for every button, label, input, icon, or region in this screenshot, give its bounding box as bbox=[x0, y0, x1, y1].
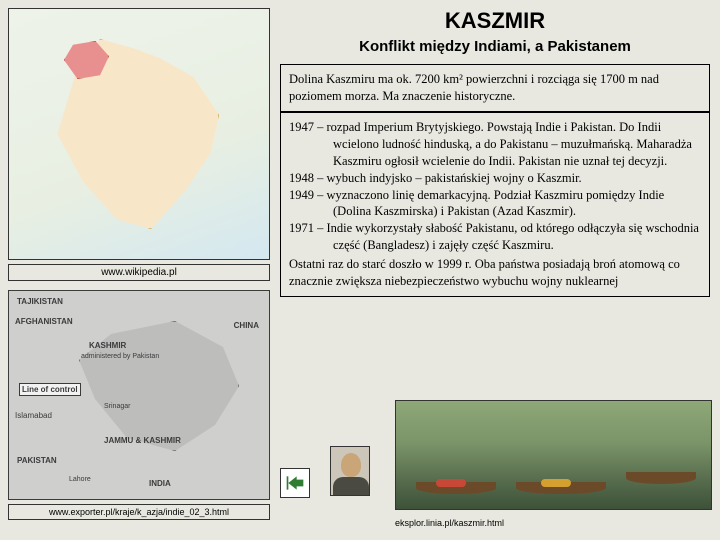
timeline-text: – wybuch indyjsko – pakistańskiej wojny … bbox=[317, 171, 582, 185]
timeline-text: – rozpad Imperium Brytyjskiego. Powstają… bbox=[317, 120, 692, 168]
map-label-tajikistan: TAJIKISTAN bbox=[17, 297, 63, 306]
timeline-text: – wyznaczono linię demarkacyjną. Podział… bbox=[317, 188, 664, 219]
map-label-pakistan: PAKISTAN bbox=[17, 456, 57, 465]
timeline-conclusion: Ostatni raz do starć doszło w 1999 r. Ob… bbox=[289, 256, 701, 290]
map-label-admin-pk: administered by Pakistan bbox=[81, 353, 159, 360]
map-label-jammu: JAMMU & KASHMIR bbox=[104, 436, 181, 445]
back-button[interactable] bbox=[280, 468, 310, 498]
timeline-text: – Indie wykorzystały słabość Pakistanu, … bbox=[317, 221, 699, 252]
map-label-srinagar: Srinagar bbox=[104, 403, 130, 410]
map-label-loc: Line of control bbox=[19, 383, 81, 396]
map-label-islamabad: Islamabad bbox=[15, 411, 52, 420]
map2-caption: www.exporter.pl/kraje/k_azja/indie_02_3.… bbox=[8, 504, 270, 520]
timeline-entry: 1949 – wyznaczono linię demarkacyjną. Po… bbox=[289, 187, 701, 221]
produce bbox=[541, 479, 571, 487]
map-label-afghanistan: AFGHANISTAN bbox=[15, 317, 73, 326]
timeline-entry: 1971 – Indie wykorzystały słabość Pakist… bbox=[289, 220, 701, 254]
intro-box: Dolina Kaszmiru ma ok. 7200 km² powierzc… bbox=[280, 64, 710, 112]
kashmir-detail-map: TAJIKISTAN AFGHANISTAN CHINA KASHMIR adm… bbox=[8, 290, 270, 500]
produce bbox=[436, 479, 466, 487]
map1-caption: www.wikipedia.pl bbox=[8, 264, 270, 281]
portrait-photo bbox=[330, 446, 370, 496]
timeline-year: 1947 bbox=[289, 120, 314, 134]
page-subtitle: Konflikt między Indiami, a Pakistanem bbox=[280, 38, 710, 55]
map-label-lahore: Lahore bbox=[69, 476, 91, 483]
map-label-china: CHINA bbox=[234, 321, 259, 330]
intro-text: Dolina Kaszmiru ma ok. 7200 km² powierzc… bbox=[289, 72, 659, 103]
map-label-india: INDIA bbox=[149, 479, 171, 488]
map-label-kashmir-pk: KASHMIR bbox=[89, 341, 126, 350]
back-arrow-icon bbox=[285, 473, 305, 493]
timeline-year: 1971 bbox=[289, 221, 314, 235]
portrait-body bbox=[333, 477, 369, 495]
page-title: KASZMIR bbox=[280, 8, 710, 34]
portrait-head bbox=[341, 453, 361, 477]
photo-citation: eksplor.linia.pl/kaszmir.html bbox=[395, 518, 504, 528]
timeline-box: 1947 – rozpad Imperium Brytyjskiego. Pow… bbox=[280, 112, 710, 297]
timeline-entry: 1947 – rozpad Imperium Brytyjskiego. Pow… bbox=[289, 119, 701, 170]
india-map bbox=[8, 8, 270, 260]
timeline-year: 1948 bbox=[289, 171, 314, 185]
boat-photo bbox=[395, 400, 712, 510]
timeline-year: 1949 bbox=[289, 188, 314, 202]
boat-shape bbox=[626, 472, 696, 484]
timeline-entry: 1948 – wybuch indyjsko – pakistańskiej w… bbox=[289, 170, 701, 187]
